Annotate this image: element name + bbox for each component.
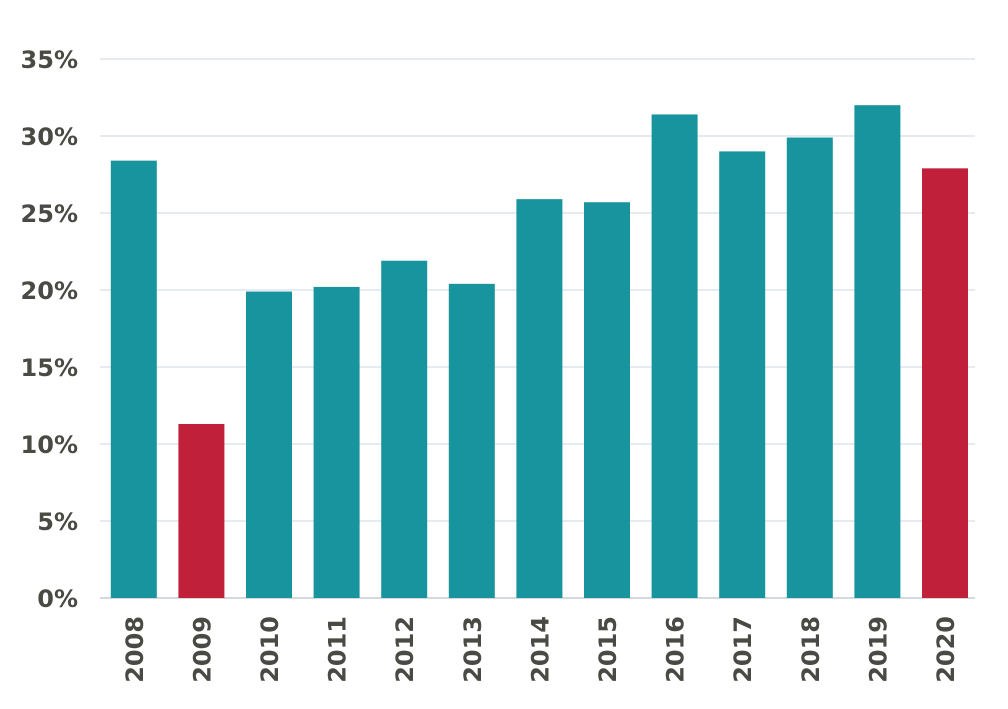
y-tick-label: 20% (21, 277, 78, 305)
bar-2015 (584, 202, 630, 598)
x-tick-label: 2011 (324, 616, 352, 683)
x-tick-label: 2016 (662, 616, 690, 683)
x-tick-label: 2012 (391, 616, 419, 683)
x-tick-label: 2015 (594, 616, 622, 683)
bar-2020 (922, 168, 968, 598)
y-tick-label: 0% (37, 585, 78, 613)
bar-2017 (719, 151, 766, 598)
y-axis-tick-labels: 0% 5% 10% 15% 20% 25% 30% 35% (21, 46, 78, 613)
y-tick-label: 35% (21, 46, 78, 74)
bar-2018 (786, 137, 833, 599)
bar-2010 (246, 291, 292, 598)
x-tick-label: 2019 (864, 616, 892, 683)
bar-2016 (651, 114, 698, 598)
y-tick-label: 15% (21, 354, 78, 382)
y-tick-label: 5% (37, 508, 78, 536)
x-tick-label: 2008 (121, 616, 149, 683)
bar-2012 (381, 260, 428, 598)
bar-2011 (313, 286, 360, 598)
bars (110, 105, 968, 599)
x-tick-label: 2018 (797, 616, 825, 683)
bar-2009 (178, 423, 225, 598)
y-tick-label: 25% (21, 200, 78, 228)
y-tick-label: 30% (21, 123, 78, 151)
x-tick-label: 2020 (932, 616, 960, 683)
bar-2019 (854, 105, 901, 598)
bar-2013 (448, 283, 495, 598)
bar-2008 (110, 160, 157, 598)
x-tick-label: 2013 (459, 616, 487, 683)
x-tick-label: 2014 (526, 616, 554, 683)
x-tick-label: 2017 (729, 616, 757, 683)
x-tick-label: 2009 (188, 616, 216, 683)
x-tick-label: 2010 (256, 616, 284, 683)
y-tick-label: 10% (21, 431, 78, 459)
bar-2014 (516, 199, 563, 598)
x-axis-tick-labels: 2008 2009 2010 2011 2012 2013 2014 2015 2016 2017… (121, 616, 960, 683)
